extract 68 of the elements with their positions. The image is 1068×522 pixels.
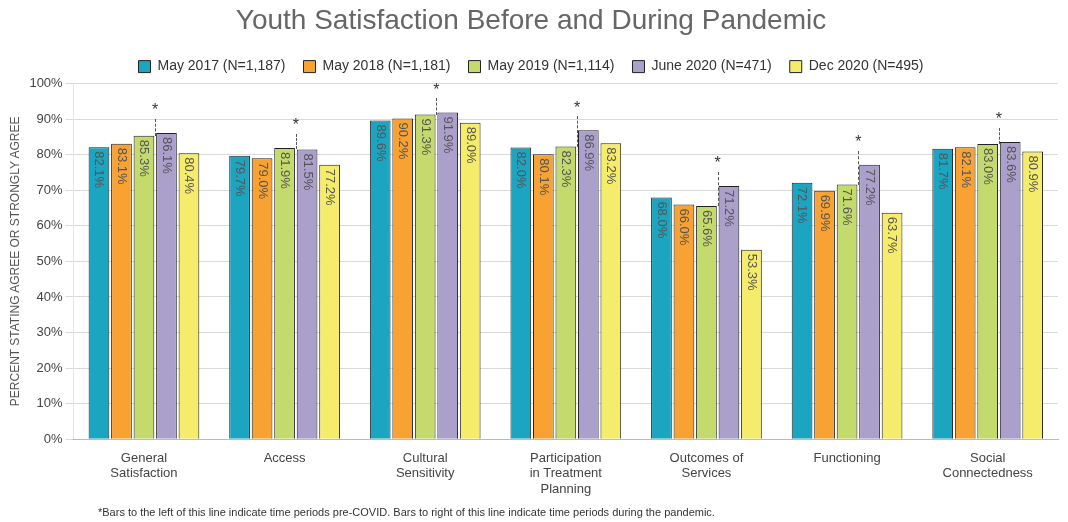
data-label: 82.1%	[958, 151, 974, 189]
annotation: *	[433, 80, 440, 98]
data-label: 65.6%	[699, 209, 715, 248]
data-label: 83.0%	[981, 148, 997, 186]
y-axis-title: PERCENT STATING AGREE OR STRONGLY AGREE	[7, 116, 22, 407]
data-label: 82.1%	[92, 151, 108, 189]
y-tick-label: 60%	[36, 217, 64, 233]
data-label: 77.2%	[323, 168, 338, 206]
y-tick-label: 40%	[36, 288, 64, 304]
annotation: *	[292, 116, 299, 134]
chart-title: Youth Satisfaction Before and During Pandemic	[235, 3, 827, 35]
y-tick-label: 80%	[36, 146, 64, 162]
data-label: 71.6%	[840, 188, 856, 226]
data-label: 91.3%	[418, 118, 434, 156]
y-tick-label: 0%	[43, 430, 64, 446]
x-tick-label: Participation in Treatment Planning	[529, 449, 603, 496]
data-label: 77.2%	[862, 168, 878, 206]
legend-label: May 2017 (N=1,187)	[157, 57, 286, 74]
data-label: 80.4%	[182, 157, 198, 195]
annotation: *	[855, 133, 862, 151]
y-tick-label: 10%	[36, 395, 64, 411]
x-tick-label: Social Connectedness	[942, 449, 1034, 481]
data-label: 83.2%	[604, 147, 620, 185]
data-label: 85.3%	[137, 139, 153, 178]
x-tick-label: Functioning	[813, 449, 881, 465]
y-tick-label: 70%	[36, 181, 64, 197]
y-tick-label: 90%	[36, 110, 64, 126]
annotation: *	[995, 110, 1003, 128]
legend-label: May 2018 (N=1,181)	[322, 57, 451, 74]
data-label: 89.6%	[373, 124, 389, 162]
legend-label: Dec 2020 (N=495)	[808, 57, 924, 74]
data-label: 63.7%	[885, 216, 901, 254]
y-tick-label: 20%	[36, 359, 64, 375]
legend-label: June 2020 (N=471)	[651, 57, 772, 74]
data-label: 81.9%	[278, 151, 293, 190]
y-tick-label: 30%	[36, 324, 64, 340]
data-label: 86.1%	[159, 137, 175, 175]
data-label: 86.9%	[581, 134, 597, 172]
data-label: 79.7%	[233, 159, 248, 198]
data-label: 80.1%	[536, 158, 552, 196]
data-label: 69.9%	[817, 194, 833, 232]
x-tick-label: Cultural Sensitivity	[395, 449, 455, 481]
x-tick-label: General Satisfaction	[110, 449, 178, 481]
data-label: 82.3%	[559, 150, 575, 188]
data-label: 81.7%	[936, 152, 952, 190]
data-label: 83.6%	[1003, 145, 1019, 184]
y-tick-label: 50%	[36, 252, 64, 268]
data-label: 66.0%	[677, 208, 693, 246]
text: *Bars to the left of this line indicate time periods pre-COVID. Bars to right of this line indicate time periods during the pandemic.	[98, 506, 715, 518]
data-label: 68.0%	[654, 201, 670, 239]
data-label: 72.1%	[795, 186, 811, 225]
x-tick-label: Outcomes of Services	[669, 449, 744, 481]
data-label: 71.2%	[722, 190, 738, 228]
data-label: 81.5%	[300, 153, 316, 191]
data-label: 83.1%	[114, 147, 130, 185]
data-label: 91.9%	[441, 116, 457, 154]
data-label: 89.0%	[463, 126, 479, 165]
data-label: 80.9%	[1026, 155, 1042, 193]
y-tick-label: 100%	[29, 75, 64, 91]
annotation: *	[152, 101, 159, 119]
data-label: 53.3%	[744, 253, 760, 291]
legend-label: May 2019 (N=1,114)	[487, 57, 615, 74]
data-label: 90.2%	[396, 122, 412, 160]
annotation: *	[714, 154, 721, 172]
data-label: 79.0%	[255, 162, 271, 200]
x-tick-label: Access	[263, 449, 307, 465]
annotation: *	[573, 98, 581, 116]
data-label: 82.0%	[514, 151, 530, 189]
